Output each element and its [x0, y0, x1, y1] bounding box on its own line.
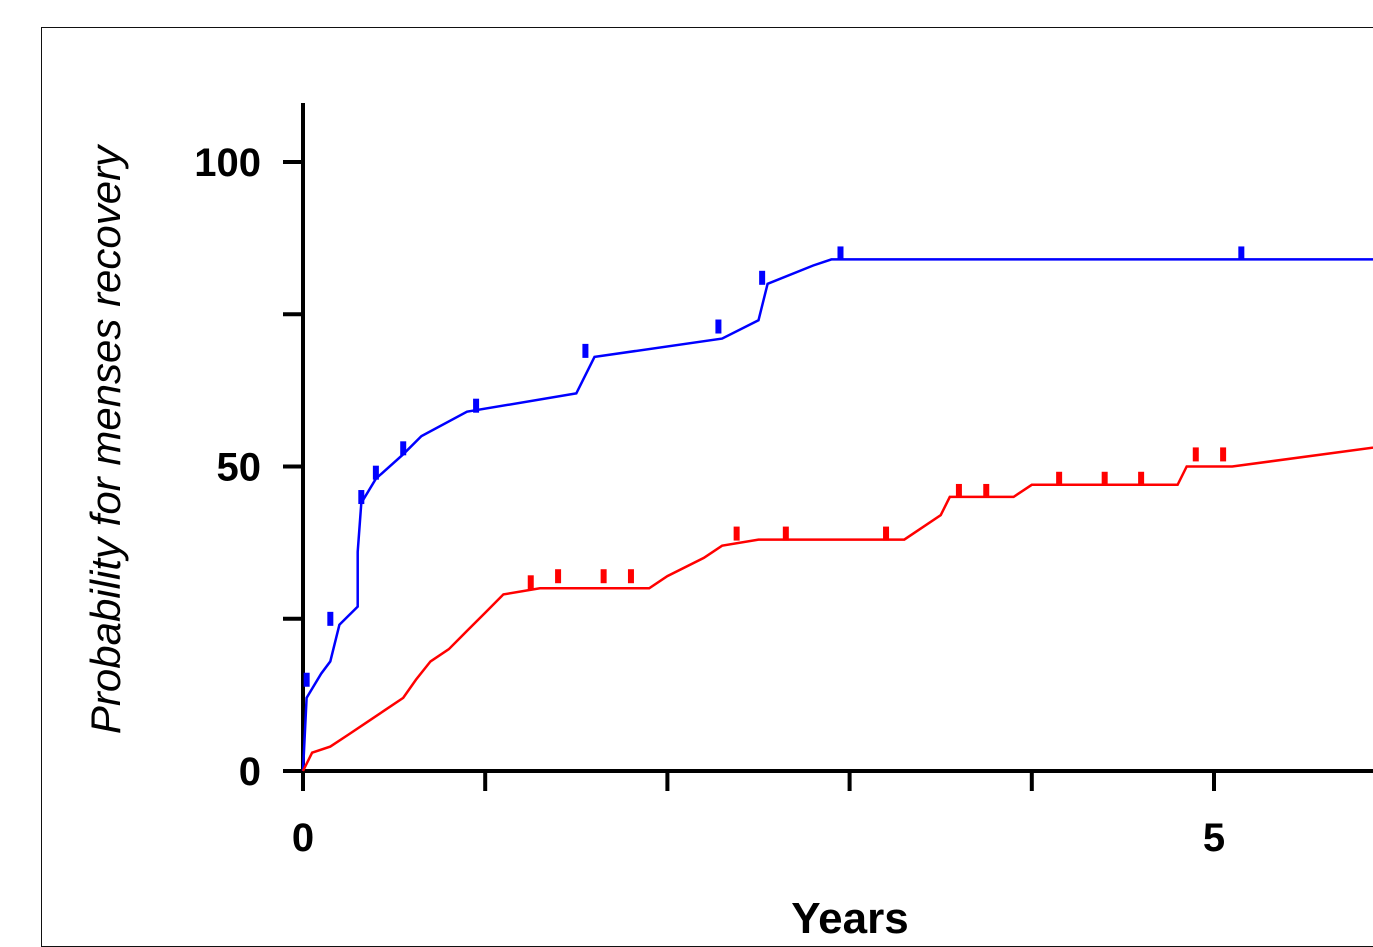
censor-mark	[400, 441, 407, 456]
y-tick-label: 0	[239, 750, 261, 794]
censor-mark	[327, 611, 334, 626]
censor-mark	[883, 526, 890, 541]
censor-mark	[955, 483, 962, 498]
y-tick-label: 100	[194, 141, 261, 185]
censor-mark	[627, 569, 634, 584]
axes: 0501000510	[194, 103, 1373, 860]
x-tick-label: 5	[1203, 816, 1225, 860]
censor-mark	[782, 526, 789, 541]
censor-mark	[303, 672, 310, 687]
censor-mark	[983, 483, 990, 498]
censor-mark	[837, 246, 844, 261]
censor-mark	[372, 465, 379, 480]
x-axis-title: Years	[791, 894, 908, 940]
censor-mark	[582, 343, 589, 358]
censor-mark	[1238, 246, 1245, 261]
censor-mark	[759, 270, 766, 285]
censor-mark	[555, 569, 562, 584]
censor-mark	[600, 569, 607, 584]
censor-mark	[473, 398, 480, 413]
series-line	[301, 258, 1373, 772]
censor-mark	[715, 319, 722, 334]
censor-mark	[733, 526, 740, 541]
series-line	[301, 446, 1373, 772]
censor-mark	[1138, 471, 1145, 486]
censor-mark	[527, 575, 534, 590]
censor-mark	[1101, 471, 1108, 486]
series-layer	[301, 246, 1373, 772]
censor-mark	[1192, 447, 1199, 462]
series-0	[301, 246, 1373, 772]
y-tick-label: 50	[217, 446, 262, 490]
y-axis-title: Probability for menses recovery	[82, 143, 129, 734]
censor-mark	[1220, 447, 1227, 462]
x-tick-label: 0	[292, 816, 314, 860]
series-1	[301, 446, 1373, 772]
censor-mark	[358, 490, 365, 505]
censor-mark	[1056, 471, 1063, 486]
